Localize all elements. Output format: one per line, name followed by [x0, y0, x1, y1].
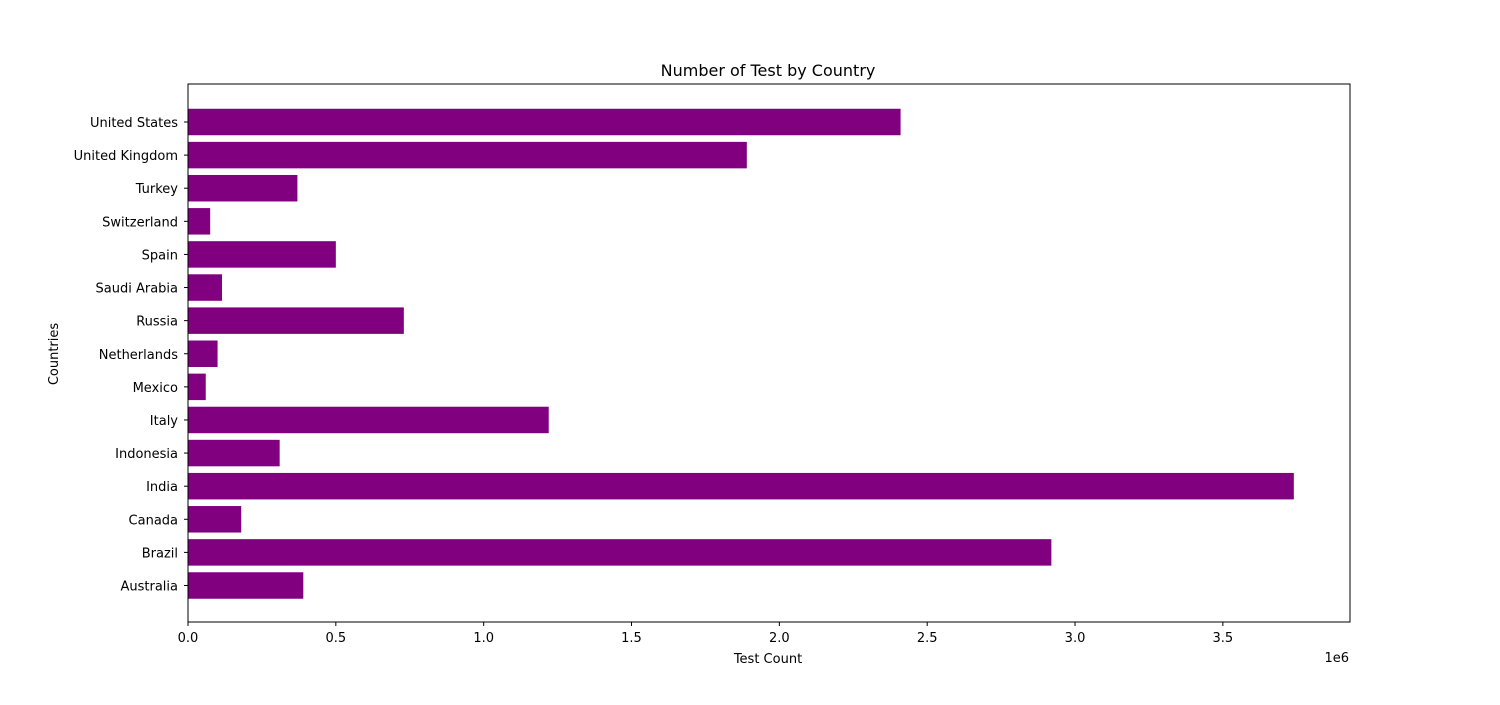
y-tick-label: Netherlands: [99, 348, 178, 363]
bar-australia: [188, 572, 304, 599]
bar-netherlands: [188, 340, 218, 367]
bar-mexico: [188, 373, 206, 401]
bar-russia: [188, 307, 404, 334]
bar-united-kingdom: [188, 141, 747, 169]
y-tick-label: United States: [90, 116, 178, 131]
bar-switzerland: [188, 208, 211, 235]
y-tick-label: India: [146, 480, 178, 495]
y-tick-label: Brazil: [142, 546, 178, 561]
y-tick-label: Spain: [142, 248, 178, 263]
ticks-layer: United States United Kingdom Turkey Switzer…: [74, 116, 1234, 646]
bars-layer: [188, 108, 1294, 599]
bar-saudi-arabia: [188, 274, 223, 301]
y-axis-label: Countries: [47, 323, 62, 386]
y-tick-label: Australia: [120, 580, 178, 595]
x-tick-label: 2.5: [917, 631, 938, 646]
bar-brazil: [188, 539, 1052, 566]
x-tick-label: 0.5: [325, 631, 346, 646]
y-tick-label: Turkey: [135, 182, 179, 197]
x-tick-label: 1.5: [621, 631, 642, 646]
y-tick-label: Canada: [129, 513, 178, 528]
bar-italy: [188, 406, 549, 434]
y-tick-label: Mexico: [133, 381, 178, 396]
bar-indonesia: [188, 439, 280, 467]
bar-spain: [188, 241, 336, 268]
bar-canada: [188, 506, 242, 533]
y-tick-label: Saudi Arabia: [96, 282, 179, 297]
plot-frame: [187, 83, 1351, 623]
y-tick-label: United Kingdom: [74, 149, 178, 164]
y-tick-label: Switzerland: [102, 215, 178, 230]
chart-title: Number of Test by Country: [661, 61, 876, 80]
bar-india: [188, 472, 1294, 500]
x-tick-label: 0.0: [178, 631, 199, 646]
y-tick-label: Russia: [136, 315, 178, 330]
x-tick-label: 2.0: [769, 631, 790, 646]
x-axis-offset-label: 1e6: [1324, 651, 1349, 666]
y-tick-label: Italy: [150, 414, 179, 429]
bar-united-states: [188, 108, 901, 136]
bar-turkey: [188, 174, 298, 202]
x-tick-label: 1.0: [473, 631, 494, 646]
y-tick-label: Indonesia: [115, 447, 178, 462]
x-tick-label: 3.0: [1065, 631, 1086, 646]
x-tick-label: 3.5: [1213, 631, 1234, 646]
x-axis-label: Test Count: [733, 652, 802, 667]
